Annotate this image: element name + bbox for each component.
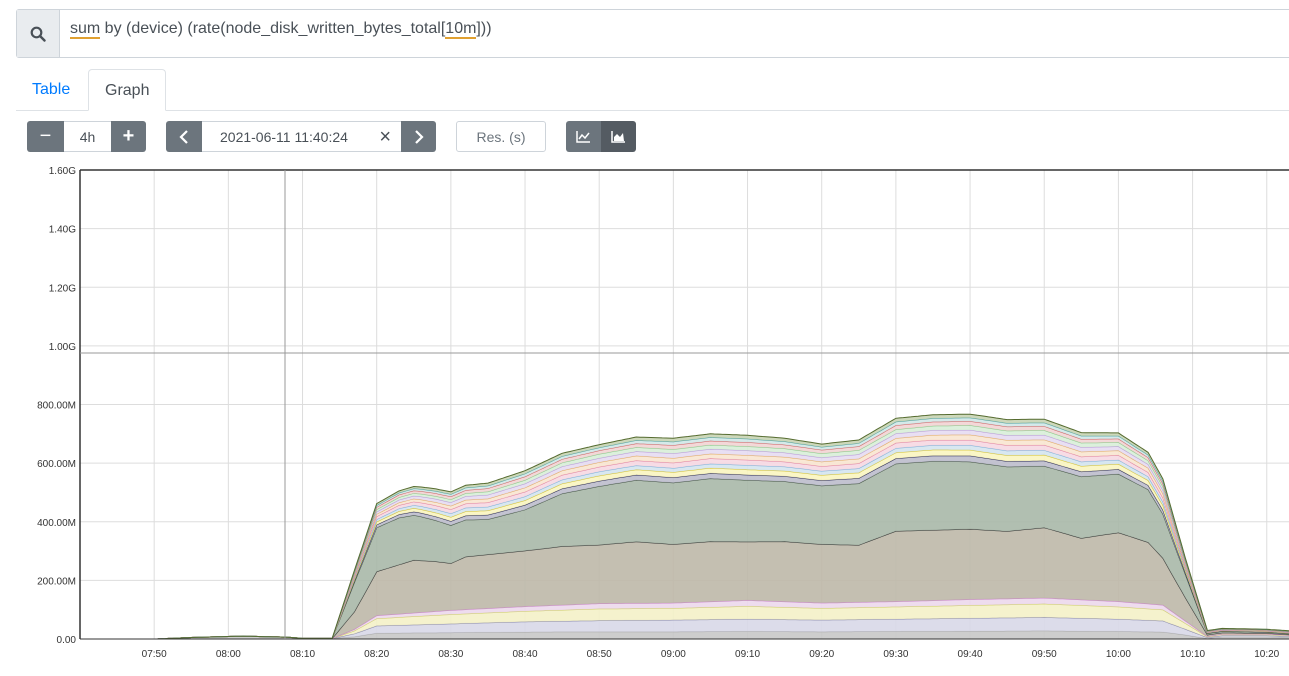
tab-table[interactable]: Table — [32, 81, 71, 98]
x-tick-label: 09:00 — [661, 649, 686, 660]
x-tick-label: 08:00 — [216, 649, 241, 660]
chevron-right-icon — [414, 129, 424, 144]
y-tick-label: 1.60G — [49, 166, 76, 177]
x-tick-label: 07:50 — [142, 649, 167, 660]
range-increase-button[interactable]: + — [111, 121, 146, 152]
end-time-input[interactable]: 2021-06-11 11:40:24 × — [202, 121, 401, 152]
graph-canvas[interactable]: 0.00 200.00M 400.00M 600.00M 800.00M 1.00G 1.2… — [0, 160, 1289, 671]
x-tick-label: 10:10 — [1180, 649, 1205, 660]
y-tick-label: 200.00M — [37, 576, 76, 587]
series-area — [80, 461, 1289, 639]
x-tick-label: 09:50 — [1032, 649, 1057, 660]
x-tick-label: 09:20 — [809, 649, 834, 660]
x-tick-label: 10:00 — [1106, 649, 1131, 660]
series-area — [80, 603, 1289, 639]
line-chart-icon — [576, 130, 590, 143]
query-token: ])) — [476, 20, 492, 37]
chevron-left-icon — [179, 129, 188, 144]
y-tick-label: 1.20G — [49, 283, 76, 294]
series-line — [80, 413, 1289, 640]
query-bar: sum by (device) (rate(node_disk_written_… — [16, 9, 1289, 58]
clear-time-button[interactable]: × — [379, 126, 391, 148]
series-area — [80, 527, 1289, 639]
search-icon — [30, 26, 46, 42]
x-tick-label: 08:30 — [438, 649, 463, 660]
y-tick-label: 600.00M — [37, 459, 76, 470]
x-tick-label: 09:30 — [883, 649, 908, 660]
x-tick-label: 09:40 — [958, 649, 983, 660]
x-tick-label: 09:10 — [735, 649, 760, 660]
resolution-input[interactable]: Res. (s) — [456, 121, 546, 152]
y-tick-label: 1.00G — [49, 342, 76, 353]
series-area — [80, 617, 1289, 639]
y-tick-label: 1.40G — [49, 225, 76, 236]
stacked-chart-button[interactable] — [601, 121, 636, 152]
y-tick-label: 400.00M — [37, 518, 76, 529]
end-time-value: 2021-06-11 11:40:24 — [220, 128, 348, 145]
graph-panel: 0.00 200.00M 400.00M 600.00M 800.00M 1.00G 1.2… — [0, 160, 1289, 671]
x-tick-label: 08:50 — [587, 649, 612, 660]
query-token: by (device) (rate(node_disk_written_byte… — [100, 20, 446, 37]
tab-graph[interactable]: Graph — [88, 69, 167, 111]
series-area — [80, 598, 1289, 639]
query-token: sum — [70, 20, 101, 39]
prev-time-button[interactable] — [166, 121, 202, 152]
x-tick-label: 08:20 — [364, 649, 389, 660]
expression-input[interactable]: sum by (device) (rate(node_disk_written_… — [70, 20, 492, 39]
x-tick-label: 10:20 — [1254, 649, 1279, 660]
query-search-addon — [17, 10, 60, 57]
stacked-area-icon — [611, 130, 625, 143]
series-area — [80, 630, 1289, 639]
line-chart-button[interactable] — [566, 121, 601, 152]
y-tick-label: 0.00 — [57, 635, 77, 646]
x-tick-label: 08:10 — [290, 649, 315, 660]
x-tick-label: 08:40 — [513, 649, 538, 660]
y-tick-label: 800.00M — [37, 401, 76, 412]
panel-tabs: Table Graph — [16, 69, 1289, 111]
resolution-placeholder: Res. (s) — [476, 128, 526, 145]
range-decrease-button[interactable]: − — [27, 121, 64, 152]
query-token: 10m — [445, 20, 477, 39]
range-input[interactable]: 4h — [64, 121, 111, 152]
next-time-button[interactable] — [401, 121, 436, 152]
